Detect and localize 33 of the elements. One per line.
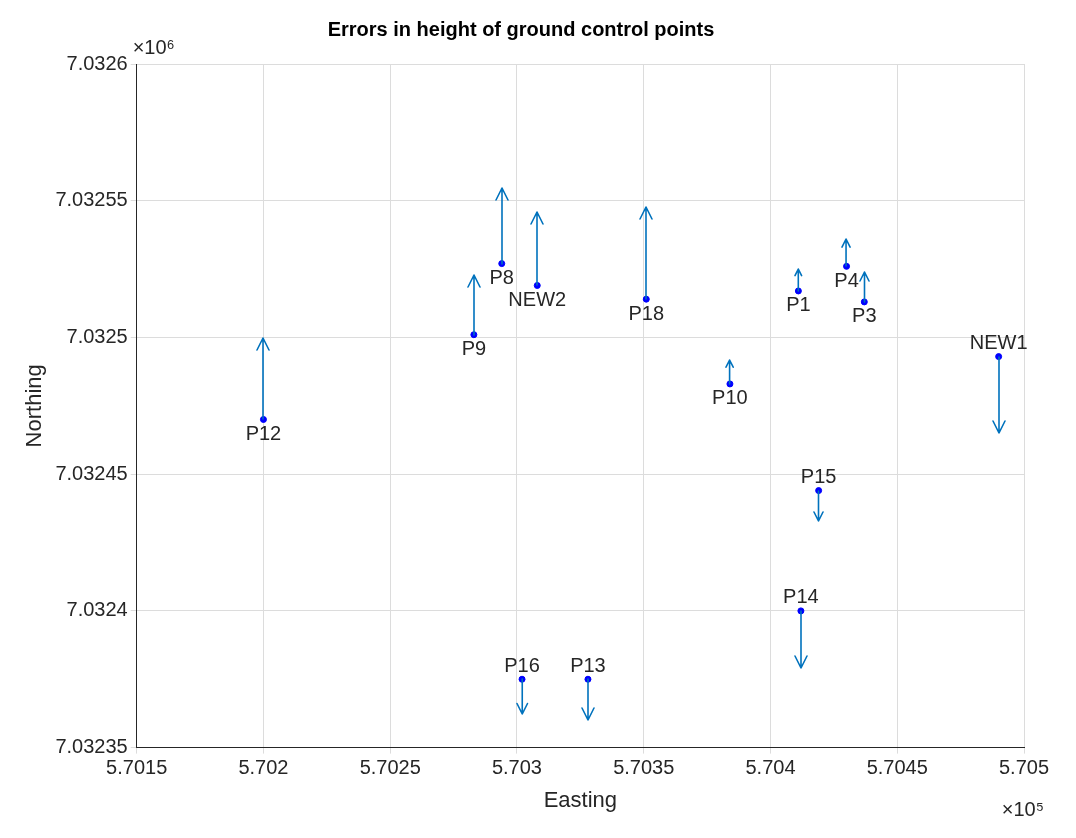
annotation: P14 <box>783 585 819 608</box>
annotation: P12 <box>245 421 282 444</box>
y-tick-label: 7.0325 <box>66 324 128 347</box>
y-tick-label: 7.03235 <box>55 735 128 758</box>
annotation: P9 <box>461 337 487 360</box>
text: ×10⁵ <box>1001 797 1044 820</box>
x-tick-label: 5.704 <box>745 756 796 779</box>
annotation: P1 <box>786 293 811 316</box>
y-tick-label: 7.0326 <box>66 51 128 74</box>
x-tick-label: 5.7045 <box>866 756 928 779</box>
annotation: P10 <box>712 386 748 409</box>
y-axis-title: Northing <box>21 364 47 448</box>
annotation: P4 <box>834 268 859 291</box>
x-axis-title: Easting <box>543 786 618 812</box>
annotation: NEW1 <box>969 331 1028 354</box>
y-tick-label: 7.03255 <box>55 188 128 211</box>
annotation: P18 <box>628 301 665 324</box>
annotation: P13 <box>570 653 606 676</box>
x-tick-label: 5.7015 <box>106 756 168 779</box>
annotation: P15 <box>800 465 837 488</box>
x-tick-label: 5.7025 <box>359 756 421 779</box>
y-tick-label: 7.0324 <box>66 598 128 621</box>
annotation: NEW2 <box>508 288 567 310</box>
annotation: P3 <box>852 304 877 327</box>
annotation: P16 <box>504 653 540 676</box>
y-tick-label: 7.03245 <box>55 461 128 484</box>
x-tick-label: 5.7035 <box>613 756 675 779</box>
chart-title: Errors in height of ground control points <box>327 17 715 40</box>
x-tick-label: 5.702 <box>238 756 289 779</box>
text: ×10⁶ <box>132 35 175 58</box>
x-tick-label: 5.703 <box>491 756 542 779</box>
x-tick-label: 5.705 <box>998 756 1050 779</box>
annotation: P8 <box>489 266 514 289</box>
